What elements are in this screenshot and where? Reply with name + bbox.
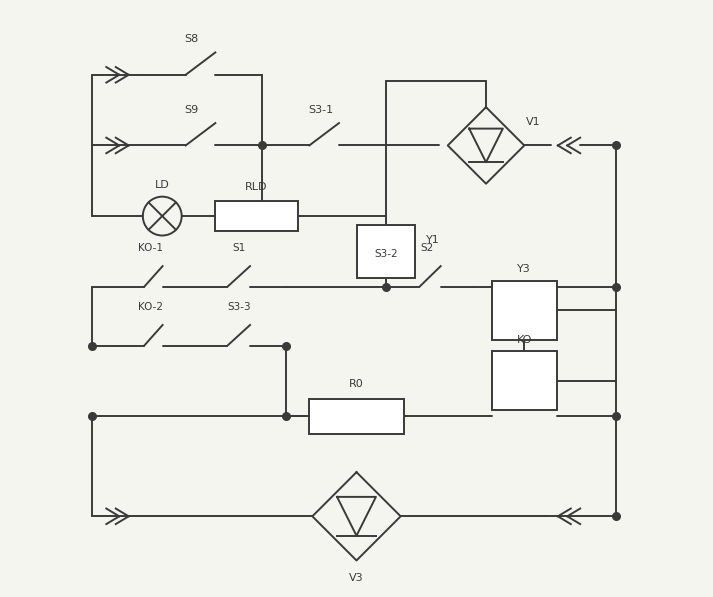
Bar <box>309 399 404 434</box>
Bar <box>492 352 557 410</box>
Text: V3: V3 <box>349 573 364 583</box>
Text: S1: S1 <box>232 244 245 254</box>
Text: RLD: RLD <box>245 181 267 192</box>
Bar <box>492 281 557 340</box>
Text: S9: S9 <box>185 105 199 115</box>
Text: KO: KO <box>517 335 532 344</box>
Bar <box>356 225 416 278</box>
Text: S3-3: S3-3 <box>227 302 250 312</box>
Text: Y1: Y1 <box>426 235 440 245</box>
Text: V1: V1 <box>525 117 540 127</box>
Bar <box>215 201 297 231</box>
Text: LD: LD <box>155 180 170 190</box>
Text: S8: S8 <box>185 35 199 45</box>
Text: S3-1: S3-1 <box>309 105 334 115</box>
Text: S2: S2 <box>421 244 434 254</box>
Text: KO-2: KO-2 <box>138 302 163 312</box>
Text: S3-2: S3-2 <box>374 250 398 259</box>
Text: Y3: Y3 <box>518 264 531 274</box>
Text: KO-1: KO-1 <box>138 244 163 254</box>
Text: R0: R0 <box>349 379 364 389</box>
